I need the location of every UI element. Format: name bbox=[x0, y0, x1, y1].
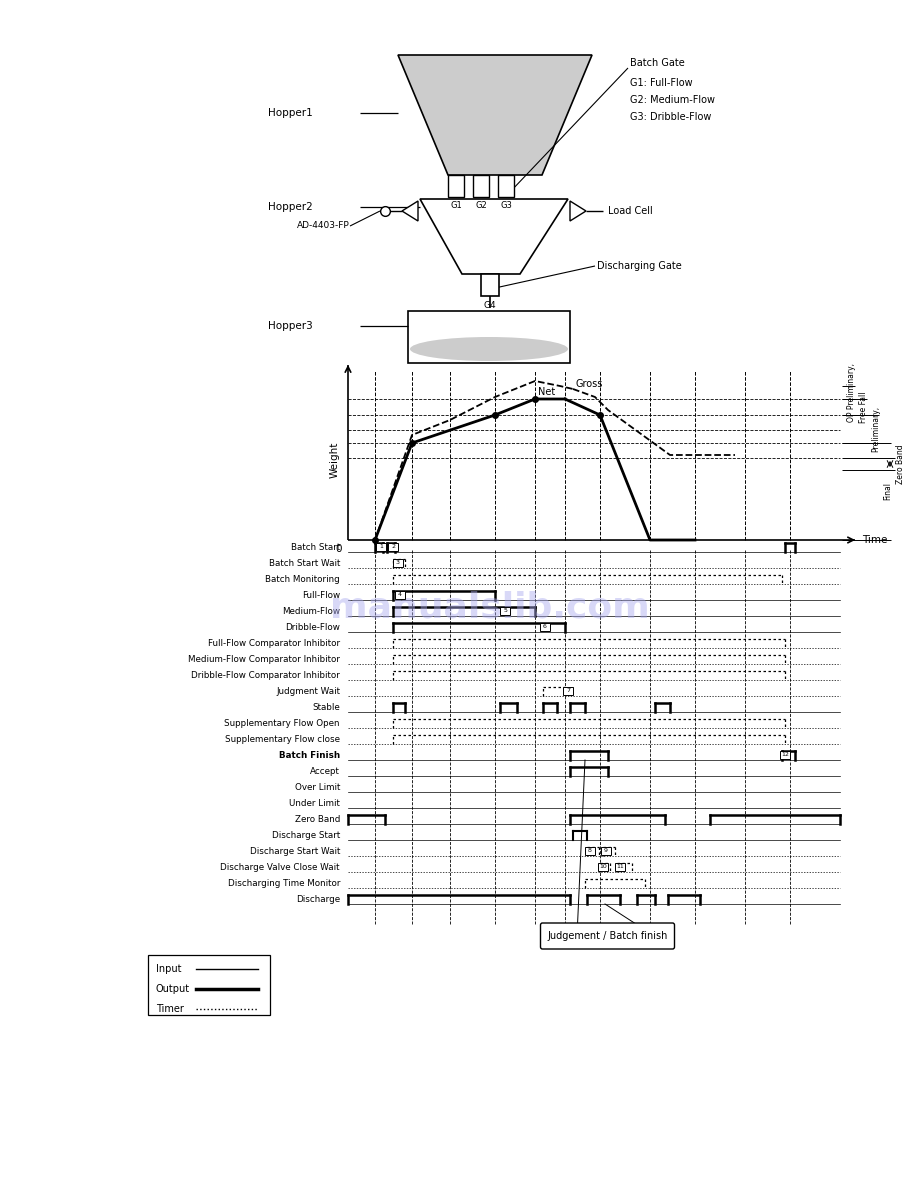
Text: 7: 7 bbox=[566, 689, 570, 694]
Text: Stable: Stable bbox=[312, 703, 340, 712]
Text: Supplementary Flow Open: Supplementary Flow Open bbox=[225, 719, 340, 728]
Text: Gross: Gross bbox=[575, 379, 602, 388]
Text: Zero Band: Zero Band bbox=[896, 444, 905, 484]
Text: G1: G1 bbox=[450, 202, 462, 210]
Text: Batch Monitoring: Batch Monitoring bbox=[265, 575, 340, 584]
Text: Timer: Timer bbox=[156, 1004, 184, 1015]
Text: Under Limit: Under Limit bbox=[289, 800, 340, 808]
Text: G2: G2 bbox=[476, 202, 487, 210]
Text: Batch Start Wait: Batch Start Wait bbox=[269, 560, 340, 568]
Text: Batch Finish: Batch Finish bbox=[279, 751, 340, 760]
Text: Time: Time bbox=[862, 535, 888, 545]
Bar bbox=[393, 560, 403, 567]
Bar bbox=[395, 590, 405, 599]
Bar bbox=[500, 607, 510, 615]
Text: 8: 8 bbox=[588, 848, 592, 853]
Text: Output: Output bbox=[156, 984, 190, 994]
Text: G3: Dribble-Flow: G3: Dribble-Flow bbox=[630, 112, 711, 122]
Text: Medium-Flow Comparator Inhibitor: Medium-Flow Comparator Inhibitor bbox=[188, 655, 340, 664]
Text: Load Cell: Load Cell bbox=[608, 206, 653, 216]
Text: Hopper1: Hopper1 bbox=[268, 108, 313, 118]
Text: Free Fall: Free Fall bbox=[859, 391, 868, 423]
Text: 9: 9 bbox=[604, 848, 608, 853]
Bar bbox=[598, 862, 608, 871]
FancyBboxPatch shape bbox=[541, 923, 675, 949]
Text: 10: 10 bbox=[599, 865, 607, 870]
Text: Input: Input bbox=[156, 963, 182, 974]
Text: Medium-Flow: Medium-Flow bbox=[282, 607, 340, 617]
Text: Full-Flow: Full-Flow bbox=[302, 590, 340, 600]
Bar bbox=[498, 175, 514, 197]
Bar bbox=[376, 543, 386, 551]
Text: Zero Band: Zero Band bbox=[295, 815, 340, 824]
Text: Discharge Start: Discharge Start bbox=[272, 830, 340, 840]
Text: Discharge Valve Close Wait: Discharge Valve Close Wait bbox=[220, 862, 340, 872]
Polygon shape bbox=[420, 200, 568, 274]
Text: G2: Medium-Flow: G2: Medium-Flow bbox=[630, 95, 715, 105]
Bar bbox=[585, 847, 595, 855]
Bar bbox=[563, 687, 573, 695]
Polygon shape bbox=[402, 201, 418, 221]
Bar bbox=[540, 623, 550, 631]
Polygon shape bbox=[398, 55, 592, 175]
Text: Hopper3: Hopper3 bbox=[268, 321, 313, 331]
Text: 5: 5 bbox=[503, 608, 507, 613]
Text: manualslib.com: manualslib.com bbox=[330, 590, 650, 625]
Text: 0: 0 bbox=[335, 544, 342, 554]
Text: Judgment Wait: Judgment Wait bbox=[276, 687, 340, 696]
Text: G4: G4 bbox=[484, 301, 497, 310]
Bar bbox=[148, 955, 270, 1015]
Text: 12: 12 bbox=[781, 752, 789, 758]
Text: Supplementary Flow close: Supplementary Flow close bbox=[225, 735, 340, 744]
Text: 2: 2 bbox=[391, 544, 395, 550]
Text: G1: Full-Flow: G1: Full-Flow bbox=[630, 78, 692, 88]
Text: G3: G3 bbox=[500, 202, 512, 210]
Text: Preliminary,: Preliminary, bbox=[871, 406, 880, 453]
Text: 4: 4 bbox=[398, 593, 402, 598]
Text: Discharging Gate: Discharging Gate bbox=[597, 261, 682, 271]
Text: Full-Flow Comparator Inhibitor: Full-Flow Comparator Inhibitor bbox=[207, 639, 340, 647]
Text: Dribble-Flow Comparator Inhibitor: Dribble-Flow Comparator Inhibitor bbox=[191, 671, 340, 680]
Text: 3: 3 bbox=[396, 561, 400, 565]
Text: Discharge Start Wait: Discharge Start Wait bbox=[250, 847, 340, 857]
Text: Discharging Time Monitor: Discharging Time Monitor bbox=[228, 879, 340, 887]
Text: Judgement / Batch finish: Judgement / Batch finish bbox=[547, 931, 667, 941]
Text: Accept: Accept bbox=[310, 767, 340, 776]
Text: 6: 6 bbox=[543, 625, 547, 630]
Bar bbox=[473, 175, 489, 197]
Text: Weight: Weight bbox=[330, 442, 340, 479]
Text: 1: 1 bbox=[379, 544, 383, 550]
Bar bbox=[448, 175, 464, 197]
Bar bbox=[615, 862, 625, 871]
Text: Over Limit: Over Limit bbox=[295, 783, 340, 792]
Text: Net: Net bbox=[538, 387, 555, 397]
Text: Hopper2: Hopper2 bbox=[268, 202, 313, 211]
Bar bbox=[481, 274, 499, 296]
Text: OP Preliminary,: OP Preliminary, bbox=[847, 364, 856, 422]
Text: AD-4403-FP: AD-4403-FP bbox=[297, 221, 350, 230]
Bar bbox=[780, 751, 790, 759]
Bar bbox=[601, 847, 611, 855]
Text: Discharge: Discharge bbox=[296, 895, 340, 904]
Text: Dribble-Flow: Dribble-Flow bbox=[285, 623, 340, 632]
Text: Final: Final bbox=[883, 482, 892, 500]
Bar bbox=[408, 311, 570, 364]
Text: Batch Start: Batch Start bbox=[291, 543, 340, 552]
Text: Batch Gate: Batch Gate bbox=[630, 58, 685, 68]
Ellipse shape bbox=[410, 337, 568, 361]
Polygon shape bbox=[570, 201, 586, 221]
Text: 11: 11 bbox=[616, 865, 624, 870]
Bar bbox=[388, 543, 398, 551]
